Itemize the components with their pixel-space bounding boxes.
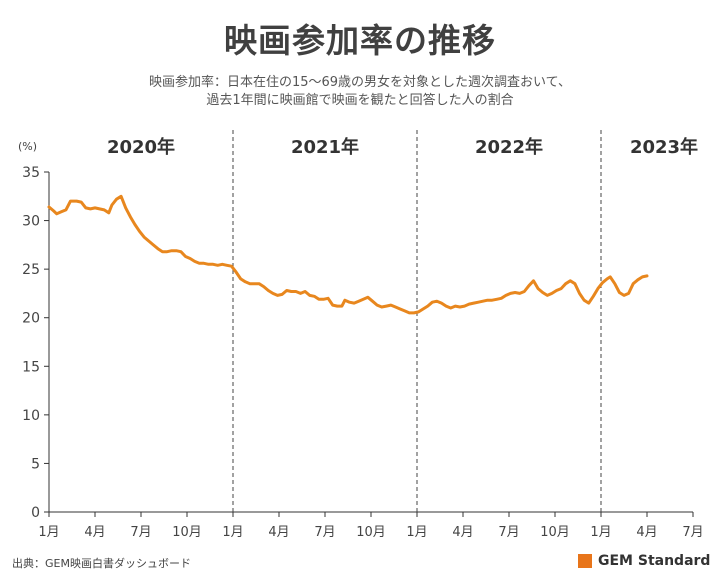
year-label: 2023年 (630, 136, 698, 158)
y-tick-label: 25 (22, 262, 40, 278)
series-line (47, 194, 649, 315)
x-tick-label: 1月 (222, 525, 243, 540)
chart-title: 映画参加率の推移 (224, 21, 496, 60)
x-tick-label: 7月 (498, 525, 519, 540)
year-label: 2022年 (475, 136, 543, 158)
x-tick-label: 10月 (540, 525, 570, 540)
x-tick-label: 4月 (268, 525, 289, 540)
brand-square-icon (578, 554, 592, 568)
y-axis-unit-label: (%) (18, 140, 37, 153)
x-tick-label: 4月 (84, 525, 105, 540)
x-tick-label: 10月 (172, 525, 202, 540)
x-tick-label: 10月 (356, 525, 386, 540)
year-label: 2020年 (107, 136, 175, 158)
x-tick-label: 1月 (590, 525, 611, 540)
chart-subtitle-line1: 映画参加率：日本在住の15～69歳の男女を対象とした週次調査おいて、 (148, 75, 572, 90)
y-tick-label: 5 (31, 456, 40, 472)
y-tick-label: 15 (22, 359, 40, 375)
y-tick-label: 10 (22, 408, 40, 424)
source-note: 出典：GEM映画白書ダッシュボード (12, 557, 191, 570)
chart-subtitle-line2: 過去1年間に映画館で映画を観たと回答した人の割合 (206, 93, 514, 108)
y-tick-label: 35 (22, 165, 40, 181)
x-tick-label: 7月 (682, 525, 703, 540)
x-tick-label: 4月 (636, 525, 657, 540)
y-tick-label: 30 (22, 214, 40, 230)
year-label: 2021年 (291, 136, 359, 158)
brand-name: GEM Standard (598, 553, 711, 569)
y-tick-label: 0 (31, 505, 40, 521)
x-tick-label: 1月 (406, 525, 427, 540)
y-tick-label: 20 (22, 311, 40, 327)
x-tick-label: 7月 (130, 525, 151, 540)
brand-logo: GEM Standard (578, 553, 710, 569)
x-tick-label: 7月 (314, 525, 335, 540)
x-tick-label: 4月 (452, 525, 473, 540)
x-tick-label: 1月 (38, 525, 59, 540)
